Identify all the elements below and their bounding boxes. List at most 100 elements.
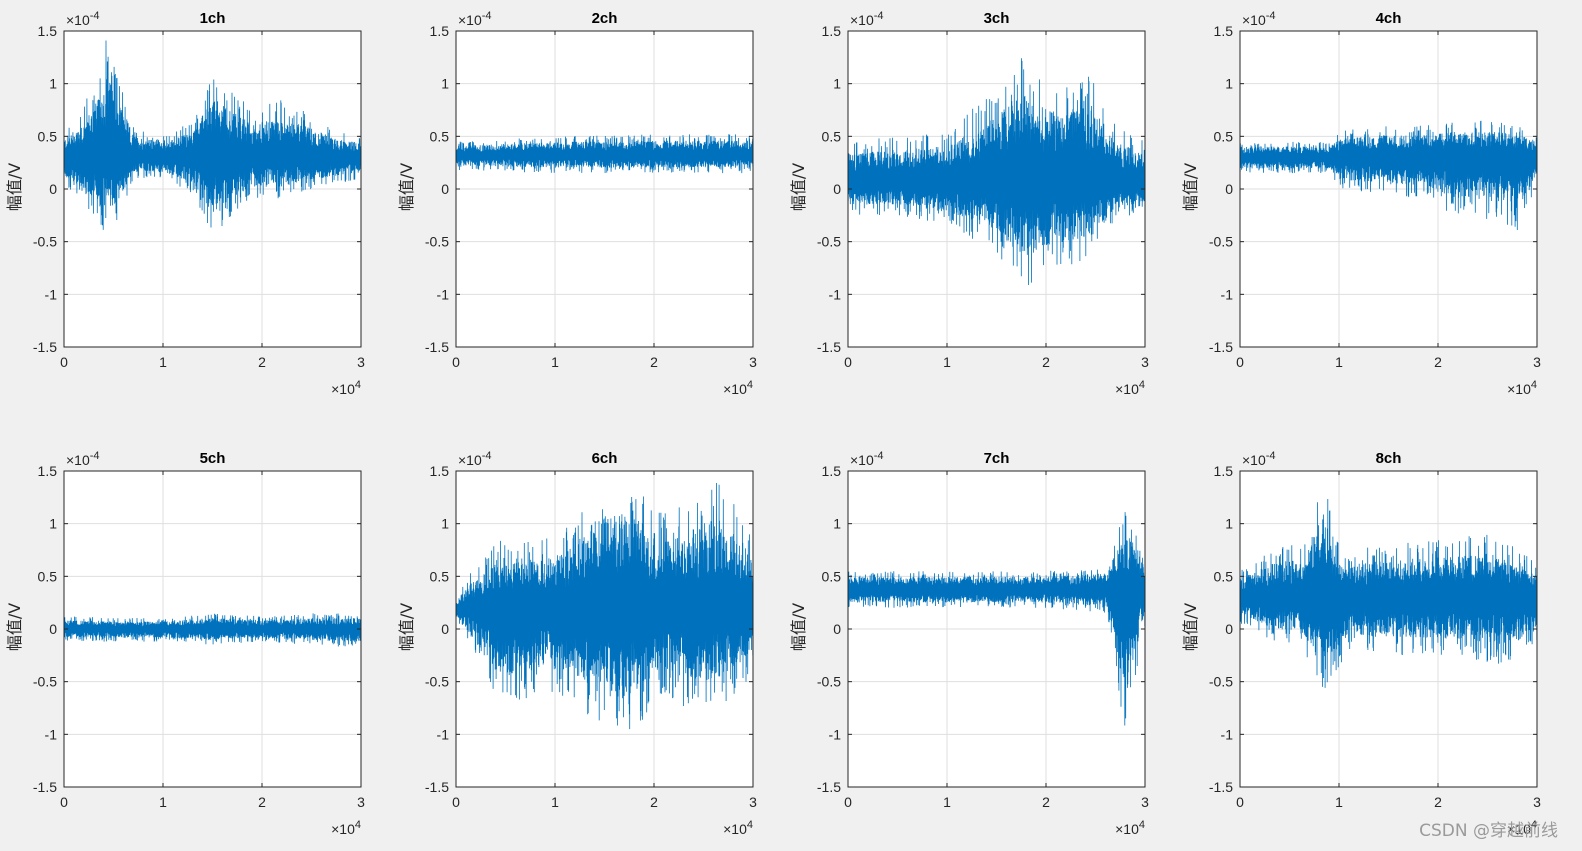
y-axis-label: 幅值/V (1181, 163, 1200, 211)
y-tick-label: 1 (441, 516, 449, 532)
y-tick-label: -0.5 (33, 674, 57, 690)
x-tick-label: 2 (258, 794, 266, 810)
y-tick-label: 1 (49, 516, 57, 532)
y-tick-label: 0 (1225, 621, 1233, 637)
x-tick-label: 1 (943, 354, 951, 370)
signal-trace (456, 134, 753, 174)
subplot-title: 5ch (200, 450, 226, 467)
x-tick-label: 0 (1236, 794, 1244, 810)
x-tick-label: 0 (844, 794, 852, 810)
y-tick-label: -0.5 (425, 234, 449, 250)
y-tick-label: -1.5 (1209, 779, 1233, 795)
x-tick-label: 0 (60, 794, 68, 810)
y-tick-label: 1 (1225, 76, 1233, 92)
subplot-title: 8ch (1376, 450, 1402, 467)
y-tick-label: 0.5 (430, 128, 450, 144)
signal-trace (848, 58, 1145, 286)
watermark-text: CSDN @穿越前线 (1419, 821, 1558, 841)
x-axis-multiplier: ×104 (1115, 379, 1145, 397)
y-axis-multiplier: ×10-4 (66, 450, 100, 468)
y-axis-multiplier: ×10-4 (850, 450, 884, 468)
y-tick-label: 0.5 (822, 568, 842, 584)
y-tick-label: 0.5 (430, 568, 450, 584)
y-tick-label: 1 (441, 76, 449, 92)
y-axis-multiplier: ×10-4 (850, 10, 884, 28)
y-axis-multiplier: ×10-4 (458, 450, 492, 468)
y-tick-label: -1.5 (33, 339, 57, 355)
y-tick-label: -0.5 (33, 234, 57, 250)
y-tick-label: -1 (1221, 286, 1234, 302)
y-tick-label: -0.5 (1209, 674, 1233, 690)
y-tick-label: 0.5 (1214, 568, 1234, 584)
y-tick-label: -0.5 (425, 674, 449, 690)
y-tick-label: -1 (45, 286, 58, 302)
signal-trace (64, 613, 361, 647)
y-tick-label: -0.5 (817, 234, 841, 250)
x-tick-label: 1 (159, 354, 167, 370)
x-tick-label: 3 (1141, 794, 1149, 810)
y-tick-label: -1.5 (817, 339, 841, 355)
x-tick-label: 0 (60, 354, 68, 370)
y-axis-label: 幅值/V (5, 163, 24, 211)
x-tick-label: 3 (749, 354, 757, 370)
subplot-2ch: 0 1 2 3 -1.5 -1 -0.5 0 0.5 1 1.5 ×10-4 ×104 2ch 幅值/V (397, 10, 757, 397)
x-tick-label: 2 (258, 354, 266, 370)
x-tick-label: 3 (357, 794, 365, 810)
y-axis-label: 幅值/V (1181, 603, 1200, 651)
y-tick-label: 1.5 (822, 463, 842, 479)
y-tick-label: 1.5 (430, 463, 450, 479)
signal-trace (1240, 120, 1537, 231)
y-tick-label: -0.5 (1209, 234, 1233, 250)
x-tick-label: 0 (844, 354, 852, 370)
subplot-title: 2ch (592, 10, 618, 27)
y-axis-multiplier: ×10-4 (458, 10, 492, 28)
y-tick-label: -1 (437, 726, 450, 742)
x-axis-multiplier: ×104 (1507, 819, 1537, 837)
x-tick-label: 2 (1042, 354, 1050, 370)
x-tick-label: 1 (551, 794, 559, 810)
y-tick-label: 0 (441, 621, 449, 637)
y-tick-label: 0.5 (1214, 128, 1234, 144)
x-tick-label: 3 (357, 354, 365, 370)
y-axis-multiplier: ×10-4 (1242, 450, 1276, 468)
y-tick-label: 1.5 (38, 23, 58, 39)
y-tick-label: -0.5 (817, 674, 841, 690)
y-tick-label: -1 (1221, 726, 1234, 742)
y-tick-label: 0 (441, 181, 449, 197)
y-tick-label: 1.5 (1214, 463, 1234, 479)
y-tick-label: 0 (833, 181, 841, 197)
y-tick-label: -1 (829, 286, 842, 302)
y-axis-multiplier: ×10-4 (1242, 10, 1276, 28)
y-tick-label: -1.5 (1209, 339, 1233, 355)
y-tick-label: 0 (833, 621, 841, 637)
y-axis-multiplier: ×10-4 (66, 10, 100, 28)
subplot-title: 6ch (592, 450, 618, 467)
y-tick-label: 0 (49, 181, 57, 197)
x-tick-label: 1 (1335, 794, 1343, 810)
x-tick-label: 3 (1533, 794, 1541, 810)
x-tick-label: 3 (1533, 354, 1541, 370)
y-tick-label: -1 (829, 726, 842, 742)
x-tick-label: 3 (1141, 354, 1149, 370)
y-tick-label: 1.5 (822, 23, 842, 39)
y-tick-label: -1 (45, 726, 58, 742)
x-axis-multiplier: ×104 (723, 819, 753, 837)
y-axis-label: 幅值/V (397, 603, 416, 651)
x-axis-multiplier: ×104 (1507, 379, 1537, 397)
y-tick-label: 1.5 (430, 23, 450, 39)
y-axis-label: 幅值/V (397, 163, 416, 211)
signal-trace (848, 512, 1145, 726)
x-tick-label: 0 (452, 354, 460, 370)
y-tick-label: -1.5 (425, 339, 449, 355)
subplot-title: 1ch (200, 10, 226, 27)
subplot-title: 4ch (1376, 10, 1402, 27)
y-tick-label: 1 (49, 76, 57, 92)
x-axis-multiplier: ×104 (723, 379, 753, 397)
signal-trace (64, 40, 361, 230)
y-axis-label: 幅值/V (789, 163, 808, 211)
y-tick-label: 1 (833, 516, 841, 532)
y-tick-label: 0.5 (822, 128, 842, 144)
x-axis-multiplier: ×104 (331, 819, 361, 837)
subplot-6ch: 0 1 2 3 -1.5 -1 -0.5 0 0.5 1 1.5 ×10-4 ×104 6ch 幅值/V (397, 450, 757, 837)
